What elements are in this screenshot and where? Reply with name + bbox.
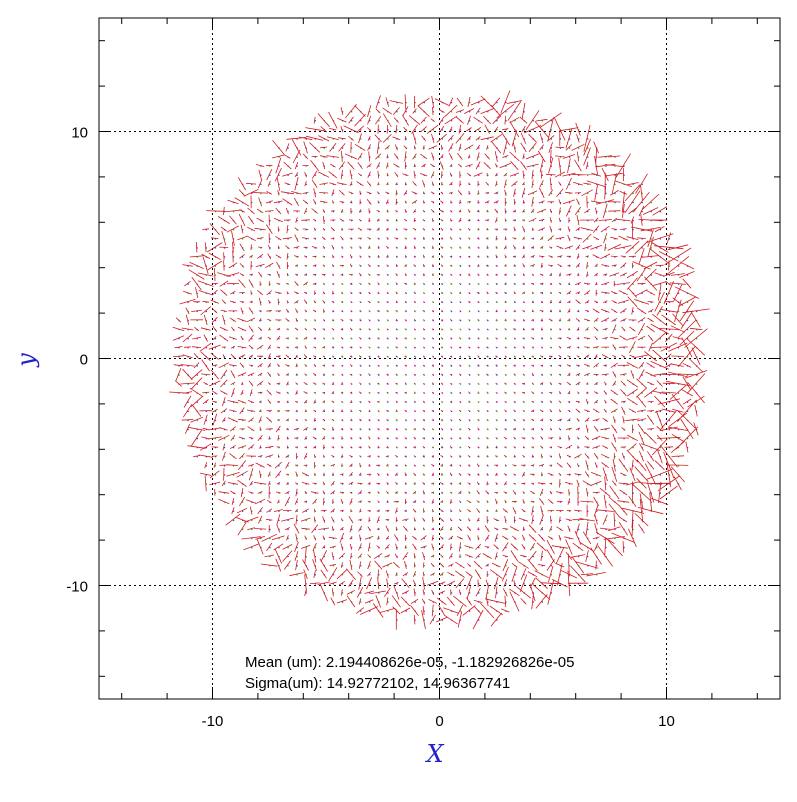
x-tick-label: 0 (435, 713, 443, 730)
y-tick-label: -10 (66, 579, 88, 596)
y-tick-label: 10 (71, 125, 88, 142)
vector-residuals (169, 90, 710, 630)
x-axis-title: X (424, 740, 444, 768)
vector-residual-marks (169, 90, 710, 630)
sigma-annotation: Sigma(um): 14.92772102, 14.96367741 (245, 675, 510, 692)
x-tick-label: 10 (658, 713, 675, 730)
tick-labels: -10 0 10 -10 0 10 (66, 125, 675, 731)
axis-ticks (99, 18, 780, 699)
x-tick-label: -10 (202, 713, 224, 730)
mean-annotation: Mean (um): 2.194408626e-05, -1.182926826… (245, 654, 574, 671)
grid-point-marks (178, 102, 698, 621)
y-tick-label: 0 (80, 352, 88, 369)
y-axis-title: y (12, 353, 40, 368)
grid-point-marks (178, 102, 698, 621)
grid-point-marks (187, 102, 698, 621)
grid-points (178, 102, 698, 621)
grid-lines (99, 18, 780, 699)
